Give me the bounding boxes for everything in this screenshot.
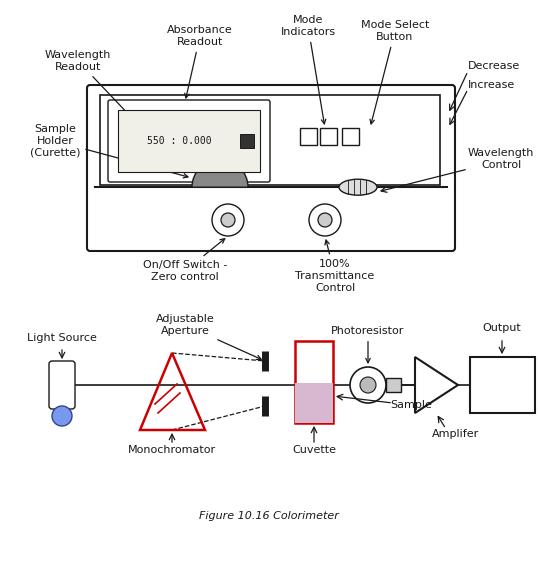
Text: Cuvette: Cuvette [292,445,336,455]
Bar [342,128,359,145]
Text: Monochromator: Monochromator [128,445,216,455]
Text: Sample: Sample [390,400,432,410]
FancyBboxPatch shape [108,100,270,182]
Ellipse shape [339,179,377,195]
Bar [300,128,317,145]
Circle shape [318,213,332,227]
Text: Wavelength
Control: Wavelength Control [468,148,534,170]
Text: Output: Output [483,323,521,333]
Text: Absorbance
Readout: Absorbance Readout [167,25,233,98]
Bar [295,341,333,423]
Bar [386,378,401,392]
Text: Adjustable
Aperture: Adjustable Aperture [155,314,261,360]
Bar [470,357,535,413]
Text: Sample
Holder
(Curette): Sample Holder (Curette) [30,124,188,178]
Text: 100%
Transmittance
Control: 100% Transmittance Control [295,240,374,292]
Text: Figure 10.16 Colorimeter: Figure 10.16 Colorimeter [199,511,339,521]
Text: Mode Select
Button: Mode Select Button [361,20,429,124]
Circle shape [350,367,386,403]
Bar [240,134,254,148]
Bar [100,95,440,185]
Circle shape [309,204,341,236]
Polygon shape [415,357,458,413]
Bar [118,110,260,172]
Text: Amplifer: Amplifer [433,429,479,439]
Text: 550 : 0.000: 550 : 0.000 [147,136,211,146]
Bar [295,383,333,423]
Text: Photoresistor: Photoresistor [331,326,405,363]
FancyBboxPatch shape [87,85,455,251]
Wedge shape [192,159,248,187]
Text: Increase: Increase [468,80,515,90]
Text: Mode
Indicators: Mode Indicators [280,15,336,124]
Text: Light Source: Light Source [27,333,97,343]
Circle shape [221,213,235,227]
Text: Wavelength
Readout: Wavelength Readout [45,50,130,116]
Circle shape [52,406,72,426]
Bar [320,128,337,145]
Text: On/Off Switch -
Zero control: On/Off Switch - Zero control [143,239,227,282]
Circle shape [212,204,244,236]
Text: Decrease: Decrease [468,61,520,71]
FancyBboxPatch shape [49,361,75,409]
Circle shape [360,377,376,393]
